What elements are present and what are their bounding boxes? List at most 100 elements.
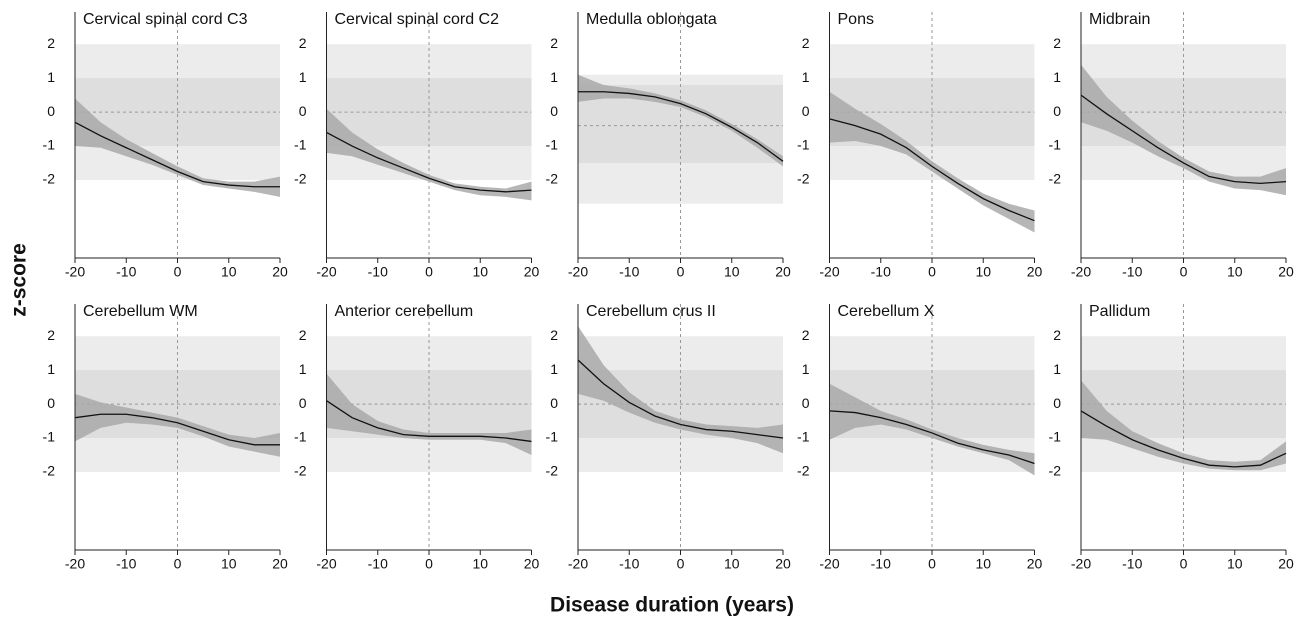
y-tick-label: 0 [1053, 103, 1061, 119]
x-tick-label: 10 [975, 556, 991, 572]
panel-title: Cerebellum crus II [586, 303, 716, 320]
y-tick-label: 1 [1053, 361, 1061, 377]
y-tick-label: 0 [802, 395, 810, 411]
confidence-band [1081, 64, 1286, 196]
y-axis-label: z-score [8, 243, 31, 317]
panel-title: Anterior cerebellum [335, 303, 474, 320]
y-tick-label: -2 [797, 463, 810, 479]
trend-line [577, 359, 784, 439]
y-tick-label: 2 [1053, 327, 1061, 343]
confidence-band [75, 393, 280, 457]
y-tick-label: -2 [546, 463, 559, 479]
x-tick-label: -10 [368, 264, 388, 280]
x-tick-label: -10 [1122, 264, 1142, 280]
y-tick-label: 1 [47, 361, 55, 377]
y-tick-label: -1 [43, 429, 56, 445]
x-tick-label: 10 [472, 264, 488, 280]
x-tick-label: 20 [1027, 556, 1043, 572]
y-tick-label: 0 [47, 395, 55, 411]
x-tick-label: 20 [1027, 264, 1043, 280]
panel-title: Cerebellum WM [83, 303, 198, 320]
x-tick-label: -10 [619, 264, 639, 280]
x-tick-label: -10 [368, 556, 388, 572]
panel-title: Pons [838, 11, 874, 28]
x-tick-label: 20 [272, 556, 288, 572]
y-tick-label: 1 [802, 69, 810, 85]
trend-line [1080, 410, 1287, 468]
x-tick-label: -10 [116, 264, 136, 280]
x-tick-label: 0 [677, 264, 685, 280]
x-tick-label: 0 [928, 264, 936, 280]
x-tick-label: -20 [65, 556, 85, 572]
x-tick-label: -20 [65, 264, 85, 280]
x-tick-label: 10 [975, 264, 991, 280]
y-tick-label: -1 [1049, 137, 1062, 153]
y-tick-label: 1 [550, 361, 558, 377]
confidence-band [1081, 380, 1286, 471]
y-tick-label: 2 [47, 327, 55, 343]
x-axis-label: Disease duration (years) [550, 594, 794, 617]
y-tick-label: -2 [294, 463, 307, 479]
x-tick-label: -20 [1071, 264, 1091, 280]
x-tick-label: 0 [174, 556, 182, 572]
x-tick-label: 10 [221, 264, 237, 280]
panel-title: Cervical spinal cord C2 [335, 11, 500, 28]
x-tick-label: 20 [1278, 556, 1294, 572]
y-tick-label: -2 [294, 171, 307, 187]
trend-line [74, 121, 280, 188]
y-tick-label: 0 [1053, 395, 1061, 411]
x-tick-label: 10 [221, 556, 237, 572]
x-tick-label: 0 [425, 264, 433, 280]
x-tick-label: 20 [1278, 264, 1294, 280]
y-tick-label: 0 [47, 103, 55, 119]
y-tick-label: -1 [546, 137, 559, 153]
x-tick-label: -10 [871, 556, 891, 572]
x-tick-label: 10 [724, 556, 740, 572]
trend-line [326, 131, 532, 193]
panel-title: Cervical spinal cord C3 [83, 11, 248, 28]
y-tick-label: -2 [1049, 463, 1062, 479]
y-tick-label: 2 [47, 35, 55, 51]
confidence-band [829, 91, 1035, 233]
trend-line [578, 91, 784, 162]
x-tick-label: 0 [174, 264, 182, 280]
y-tick-label: 2 [299, 327, 307, 343]
y-tick-label: 0 [299, 395, 307, 411]
y-tick-label: 1 [47, 69, 55, 85]
x-tick-label: -20 [316, 264, 336, 280]
x-tick-label: 20 [775, 264, 791, 280]
confidence-band [326, 373, 532, 455]
y-tick-label: -1 [43, 137, 56, 153]
y-tick-label: -1 [294, 429, 307, 445]
y-tick-label: 2 [299, 35, 307, 51]
x-tick-label: -10 [871, 264, 891, 280]
x-tick-label: 0 [1180, 556, 1188, 572]
y-tick-label: 0 [550, 395, 558, 411]
x-tick-label: -20 [568, 556, 588, 572]
y-tick-label: 2 [1053, 35, 1061, 51]
x-tick-label: -20 [819, 264, 839, 280]
x-tick-label: -20 [819, 556, 839, 572]
x-tick-label: 20 [775, 556, 791, 572]
y-tick-label: 1 [299, 69, 307, 85]
y-tick-label: 1 [802, 361, 810, 377]
y-tick-label: 2 [802, 35, 810, 51]
x-tick-label: -20 [1071, 556, 1091, 572]
y-tick-label: -1 [1049, 429, 1062, 445]
x-tick-label: 10 [1227, 556, 1243, 572]
x-tick-label: 0 [1180, 264, 1188, 280]
confidence-band [829, 383, 1035, 476]
y-tick-label: -1 [294, 137, 307, 153]
y-tick-label: 0 [299, 103, 307, 119]
panel-title: Midbrain [1089, 11, 1150, 28]
y-tick-label: -2 [797, 171, 810, 187]
panel-title: Cerebellum X [838, 303, 935, 320]
x-tick-label: -10 [619, 556, 639, 572]
x-tick-label: 20 [272, 264, 288, 280]
x-tick-label: -20 [568, 264, 588, 280]
panel-title: Medulla oblongata [586, 11, 717, 28]
x-tick-label: -20 [316, 556, 336, 572]
confidence-band [578, 326, 783, 454]
y-tick-label: 0 [550, 103, 558, 119]
